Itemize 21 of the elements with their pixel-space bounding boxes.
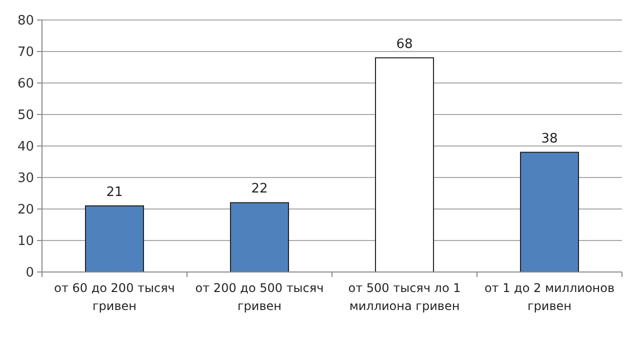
x-tick-label: от 500 тысяч ло 1 миллиона гривен	[348, 281, 461, 313]
bar	[375, 57, 434, 272]
bar	[85, 205, 144, 272]
y-tick-label: 40	[17, 140, 34, 155]
y-tick-label: 80	[17, 14, 34, 29]
x-tick-label: от 200 до 500 тысяч гривен	[195, 281, 324, 313]
bar	[230, 202, 289, 272]
y-tick-label: 20	[17, 202, 34, 218]
x-tick-label: от 1 до 2 миллионов гривен	[484, 281, 615, 313]
data-label: 22	[251, 182, 268, 197]
data-label: 38	[541, 131, 558, 146]
data-label: 21	[106, 184, 123, 200]
y-tick-label: 60	[17, 76, 34, 92]
y-tick-label: 50	[17, 108, 34, 124]
data-label: 68	[396, 36, 413, 52]
bar	[520, 152, 579, 272]
y-tick-label: 30	[17, 171, 34, 186]
y-tick-label: 10	[17, 234, 34, 250]
y-tick-label: 70	[17, 45, 34, 60]
y-tick-label: 0	[26, 266, 34, 281]
x-tick-label: от 60 до 200 тысяч гривен	[54, 281, 175, 313]
